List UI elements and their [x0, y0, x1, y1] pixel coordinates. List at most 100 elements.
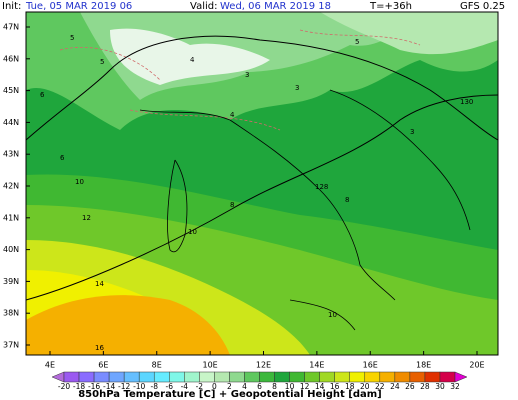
colorbar-label: 0	[212, 382, 217, 391]
colorbar-segment	[123, 371, 140, 383]
colorbar-segment	[229, 371, 245, 383]
colorbar-label: 24	[390, 382, 400, 391]
init-label: Init:	[2, 1, 21, 12]
colorbar-segment	[409, 371, 426, 383]
colorbar-label: -18	[73, 382, 85, 391]
colorbar-label: 6	[257, 382, 262, 391]
lat-label: 45N	[3, 86, 19, 95]
lead-time: T=+36h	[369, 1, 412, 12]
lat-label: 44N	[3, 118, 19, 127]
colorbar-label: 18	[345, 382, 355, 391]
colorbar-label: 4	[242, 382, 247, 391]
colorbar-label: -10	[133, 382, 145, 391]
colorbar-label: 12	[300, 382, 310, 391]
contour-label: 10	[328, 311, 337, 319]
lat-label: 37N	[3, 341, 19, 350]
colorbar-label: 32	[450, 382, 460, 391]
lat-label: 46N	[3, 54, 19, 63]
colorbar-label: -4	[181, 382, 189, 391]
contour-label: 3	[245, 71, 249, 79]
colorbar-segment	[184, 371, 200, 383]
lat-label: 43N	[3, 150, 19, 159]
contour-label: 3	[410, 128, 414, 136]
colorbar-label: 16	[330, 382, 340, 391]
model-name: GFS 0.25	[460, 1, 505, 12]
lon-label: 10E	[203, 361, 218, 370]
colorbar-label: 14	[315, 382, 325, 391]
lat-label: 41N	[3, 213, 19, 222]
colorbar-end	[51, 371, 65, 383]
contour-label: 10	[188, 228, 197, 236]
contour-label: 8	[345, 196, 349, 204]
isotherm-dashes	[59, 29, 421, 131]
colorbar-label: -14	[103, 382, 115, 391]
colorbar-label: 10	[285, 382, 295, 391]
colorbar-segment	[364, 371, 381, 383]
contour-label: 3	[295, 84, 299, 92]
colorbar-label: -6	[166, 382, 174, 391]
colorbar-segment	[138, 371, 155, 383]
colorbar-segment	[199, 371, 215, 383]
colorbar-label: -20	[58, 382, 70, 391]
lon-label: 12E	[256, 361, 271, 370]
colorbar-segment	[304, 371, 320, 383]
colorbar-label: -2	[196, 382, 204, 391]
colorbar-segment	[93, 371, 110, 383]
colorbar-label: 2	[227, 382, 232, 391]
colorbar-segment	[334, 371, 350, 383]
colorbar-end	[454, 371, 468, 383]
colorbar-label: -12	[118, 382, 130, 391]
contour-label: 128	[315, 183, 328, 191]
colorbar-label: 22	[375, 382, 385, 391]
contour-label: 10	[75, 178, 84, 186]
colorbar-label: -16	[88, 382, 100, 391]
lon-label: 4E	[45, 361, 55, 370]
lat-label: 38N	[3, 309, 19, 318]
contour-label: 4	[230, 111, 235, 119]
colorbar-segment	[274, 371, 290, 383]
contour-label: 8	[230, 201, 234, 209]
colorbar-segment	[394, 371, 411, 383]
lon-label: 14E	[309, 361, 324, 370]
contour-label: 12	[82, 214, 91, 222]
band-2b	[320, 12, 498, 55]
coastlines	[139, 89, 471, 331]
lon-label: 18E	[416, 361, 431, 370]
height-contours	[25, 35, 499, 301]
colorbar-segment	[63, 371, 80, 383]
colorbar-label: 20	[360, 382, 370, 391]
colorbar-label: 30	[435, 382, 445, 391]
lat-label: 39N	[3, 277, 19, 286]
colorbar-segment	[349, 371, 366, 383]
lat-label: 47N	[3, 23, 19, 32]
contour-label: 14	[95, 280, 104, 288]
lon-label: 20E	[469, 361, 484, 370]
colorbar-label: 26	[405, 382, 415, 391]
contour-label: 4	[190, 56, 195, 64]
colorbar-segment	[78, 371, 95, 383]
colorbar-label: 8	[272, 382, 277, 391]
lat-label: 42N	[3, 182, 19, 191]
contour-label: 6	[60, 154, 65, 162]
colorbar-segment	[319, 371, 335, 383]
lon-label: 8E	[152, 361, 162, 370]
lon-label: 16E	[363, 361, 378, 370]
colorbar-segment	[153, 371, 170, 383]
contour-label: 130	[460, 98, 473, 106]
colorbar-segment	[439, 371, 456, 383]
valid-time: Wed, 06 MAR 2019 18	[220, 1, 331, 12]
colorbar-label: -8	[150, 382, 158, 391]
colorbar-segment	[108, 371, 125, 383]
colorbar-segment	[169, 371, 185, 383]
lat-label: 40N	[3, 245, 19, 254]
lon-label: 6E	[98, 361, 108, 370]
contour-label: 5	[355, 38, 359, 46]
contour-label: 6	[40, 91, 45, 99]
footer-title: 850hPa Temperature [C] + Geopotential He…	[78, 389, 382, 400]
map: 5 5 4 3 3 4 6 6 8 10 12 14 16 10 10 8 13…	[25, 11, 499, 356]
contour-label: 16	[95, 344, 104, 352]
colorbar-segment	[289, 371, 305, 383]
colorbar-segment	[244, 371, 260, 383]
contour-label: 5	[100, 58, 104, 66]
